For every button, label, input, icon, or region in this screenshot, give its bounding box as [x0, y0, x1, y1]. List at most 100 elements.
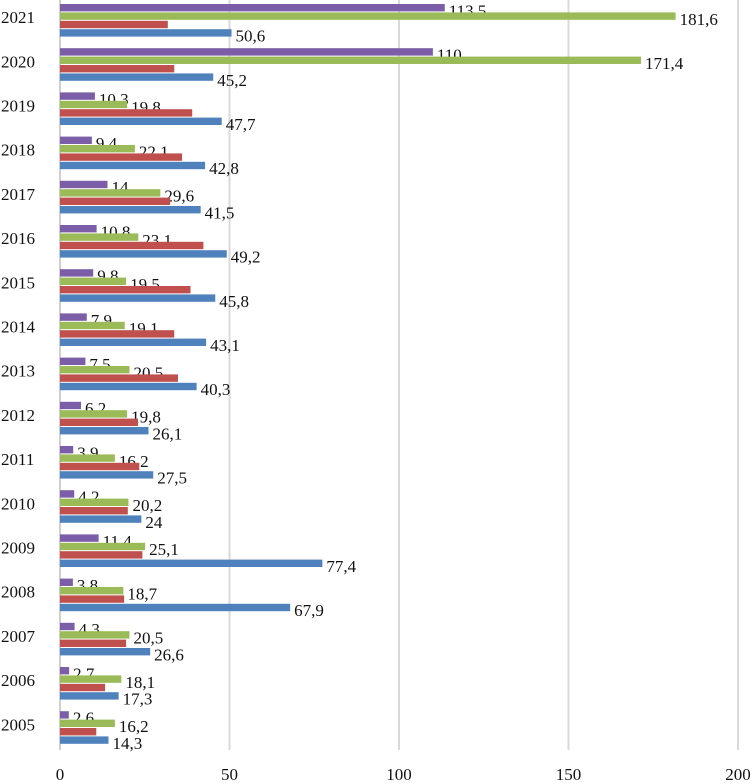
bar — [60, 277, 127, 285]
data-label: 49,2 — [231, 248, 261, 267]
bar — [60, 321, 125, 330]
bar — [60, 542, 146, 551]
data-label: 29,6 — [164, 187, 194, 206]
data-label: 171,4 — [645, 54, 684, 73]
data-label: 18,7 — [127, 584, 157, 603]
bar — [60, 20, 168, 29]
bar — [60, 515, 142, 523]
bar — [60, 471, 154, 479]
bar — [60, 631, 130, 639]
y-tick-label: 2008 — [1, 583, 35, 602]
bar — [60, 206, 201, 214]
y-tick-label: 2010 — [1, 494, 35, 513]
y-tick-label: 2007 — [1, 627, 36, 646]
bar — [60, 410, 128, 418]
bar — [60, 427, 149, 435]
y-tick-label: 2009 — [1, 539, 35, 558]
bar — [60, 65, 175, 73]
y-tick-label: 2012 — [1, 406, 35, 425]
y-tick-label: 2016 — [1, 229, 35, 248]
bar — [60, 241, 204, 250]
data-label: 45,2 — [217, 71, 247, 90]
bar — [60, 401, 82, 410]
bar — [60, 136, 92, 144]
bar — [60, 692, 119, 700]
bar — [60, 73, 214, 81]
x-tick-label: 150 — [556, 765, 582, 784]
bar — [60, 490, 75, 498]
bar — [60, 728, 97, 736]
data-label: 27,5 — [157, 469, 187, 488]
y-tick-label: 2020 — [1, 52, 35, 71]
bar — [60, 12, 676, 20]
data-label: 45,8 — [219, 292, 249, 311]
data-label: 181,6 — [680, 10, 718, 29]
bar — [60, 622, 75, 631]
data-label: 43,1 — [210, 336, 240, 355]
data-label: 50,6 — [236, 27, 266, 46]
bar — [60, 454, 115, 462]
bar — [60, 313, 87, 321]
bar — [60, 225, 97, 233]
bar — [60, 559, 323, 567]
data-label: 26,1 — [152, 424, 182, 443]
bar — [60, 683, 106, 692]
data-label: 18,1 — [125, 673, 155, 692]
data-label: 19,8 — [131, 408, 161, 427]
bar — [60, 603, 291, 612]
x-tick-label: 100 — [386, 765, 412, 784]
bar — [60, 233, 139, 241]
y-tick-label: 2005 — [1, 715, 35, 734]
bar — [60, 507, 128, 515]
bar — [60, 161, 206, 170]
y-tick-label: 2013 — [1, 362, 35, 381]
bar — [60, 357, 86, 365]
bar — [60, 578, 73, 586]
y-tick-label: 2014 — [1, 318, 36, 337]
data-label: 14,3 — [112, 734, 142, 753]
bar — [60, 382, 197, 391]
bar — [60, 269, 94, 277]
bar — [60, 595, 125, 603]
y-tick-label: 2019 — [1, 97, 35, 116]
bar — [60, 294, 216, 302]
bar — [60, 117, 222, 125]
data-label: 17,3 — [123, 690, 153, 709]
y-tick-label: 2006 — [1, 671, 35, 690]
data-label: 77,4 — [326, 557, 356, 576]
bar — [60, 667, 70, 675]
bar — [60, 4, 445, 12]
bar — [60, 109, 193, 117]
bar — [60, 736, 109, 744]
y-tick-label: 2015 — [1, 273, 35, 292]
bar — [60, 338, 207, 346]
bar — [60, 330, 175, 338]
x-tick-label: 200 — [725, 765, 751, 784]
bar — [60, 56, 642, 64]
bar — [60, 145, 135, 153]
x-tick-label: 0 — [56, 765, 65, 784]
y-tick-label: 2021 — [1, 8, 35, 27]
bar — [60, 286, 191, 294]
bar — [60, 719, 115, 727]
bar — [60, 48, 433, 56]
bar — [60, 648, 151, 656]
y-tick-label: 2011 — [1, 450, 34, 469]
data-label: 42,8 — [209, 159, 239, 178]
data-label: 67,9 — [294, 601, 324, 620]
bar — [60, 366, 130, 374]
y-tick-label: 2018 — [1, 141, 35, 160]
bar — [60, 446, 74, 454]
bar — [60, 374, 178, 382]
data-label: 16,2 — [119, 717, 149, 736]
bar — [60, 551, 143, 559]
bar — [60, 639, 127, 647]
bar — [60, 498, 129, 506]
bar — [60, 711, 69, 719]
bar — [60, 418, 138, 426]
data-label: 25,1 — [149, 540, 179, 559]
data-label: 47,7 — [226, 115, 256, 134]
bar — [60, 153, 183, 161]
data-label: 26,6 — [154, 645, 184, 664]
bar — [60, 180, 108, 189]
